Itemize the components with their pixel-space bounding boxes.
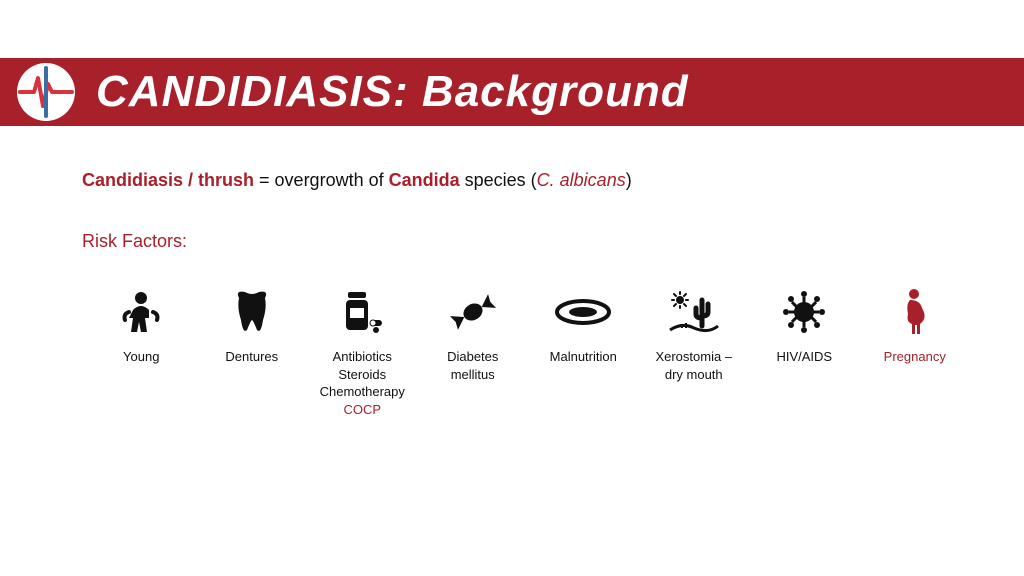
risk-label-text: Antibiotics [333,348,392,366]
risk-label-text: Young [123,348,159,366]
definition-term: Candidiasis / thrush [82,170,254,190]
risk-item-medications: Antibiotics Steroids Chemotherapy COCP [309,288,416,418]
risk-item-young: Young [88,288,195,418]
risk-label-text: Diabetes [447,348,498,366]
risk-label-text: Pregnancy [884,348,946,366]
definition-tail: ) [626,170,632,190]
risk-label-text: Xerostomia – [655,348,732,366]
title-sub: Background [422,67,689,116]
pregnant-icon [900,288,930,336]
content-area: Candidiasis / thrush = overgrowth of Can… [82,170,974,418]
risk-factors-label: Risk Factors: [82,231,974,252]
risk-item-xerostomia: Xerostomia – dry mouth [641,288,748,418]
risk-factors-row: Young Dentures Antibiotic [82,288,974,418]
risk-label-text: Malnutrition [550,348,617,366]
risk-label-text: HIV/AIDS [776,348,832,366]
definition-text-a: = overgrowth of [254,170,389,190]
definition-candida: Candida [389,170,460,190]
candy-icon [447,288,499,336]
risk-label-text: mellitus [451,366,495,384]
definition-line: Candidiasis / thrush = overgrowth of Can… [82,170,974,191]
risk-item-hiv: HIV/AIDS [751,288,858,418]
header-bar: CANDIDIASIS: Background [0,58,1024,126]
definition-species: C. albicans [537,170,626,190]
tooth-icon [233,288,271,336]
baby-icon [121,288,161,336]
risk-label-subtext: COCP [343,401,381,419]
page-title: CANDIDIASIS: Background [96,67,689,117]
definition-text-b: species ( [460,170,537,190]
risk-label-text: Chemotherapy [320,383,405,401]
virus-icon [781,288,827,336]
medicine-bottle-icon [340,288,384,336]
risk-item-pregnancy: Pregnancy [862,288,969,418]
title-main: CANDIDIASIS: [96,67,409,116]
risk-item-malnutrition: Malnutrition [530,288,637,418]
empty-plate-icon [555,288,611,336]
heartbeat-logo-icon [16,62,76,122]
risk-label-text: Steroids [338,366,386,384]
risk-label-text: dry mouth [665,366,723,384]
desert-icon [668,288,720,336]
risk-item-dentures: Dentures [199,288,306,418]
risk-label-text: Dentures [225,348,278,366]
risk-item-diabetes: Diabetes mellitus [420,288,527,418]
